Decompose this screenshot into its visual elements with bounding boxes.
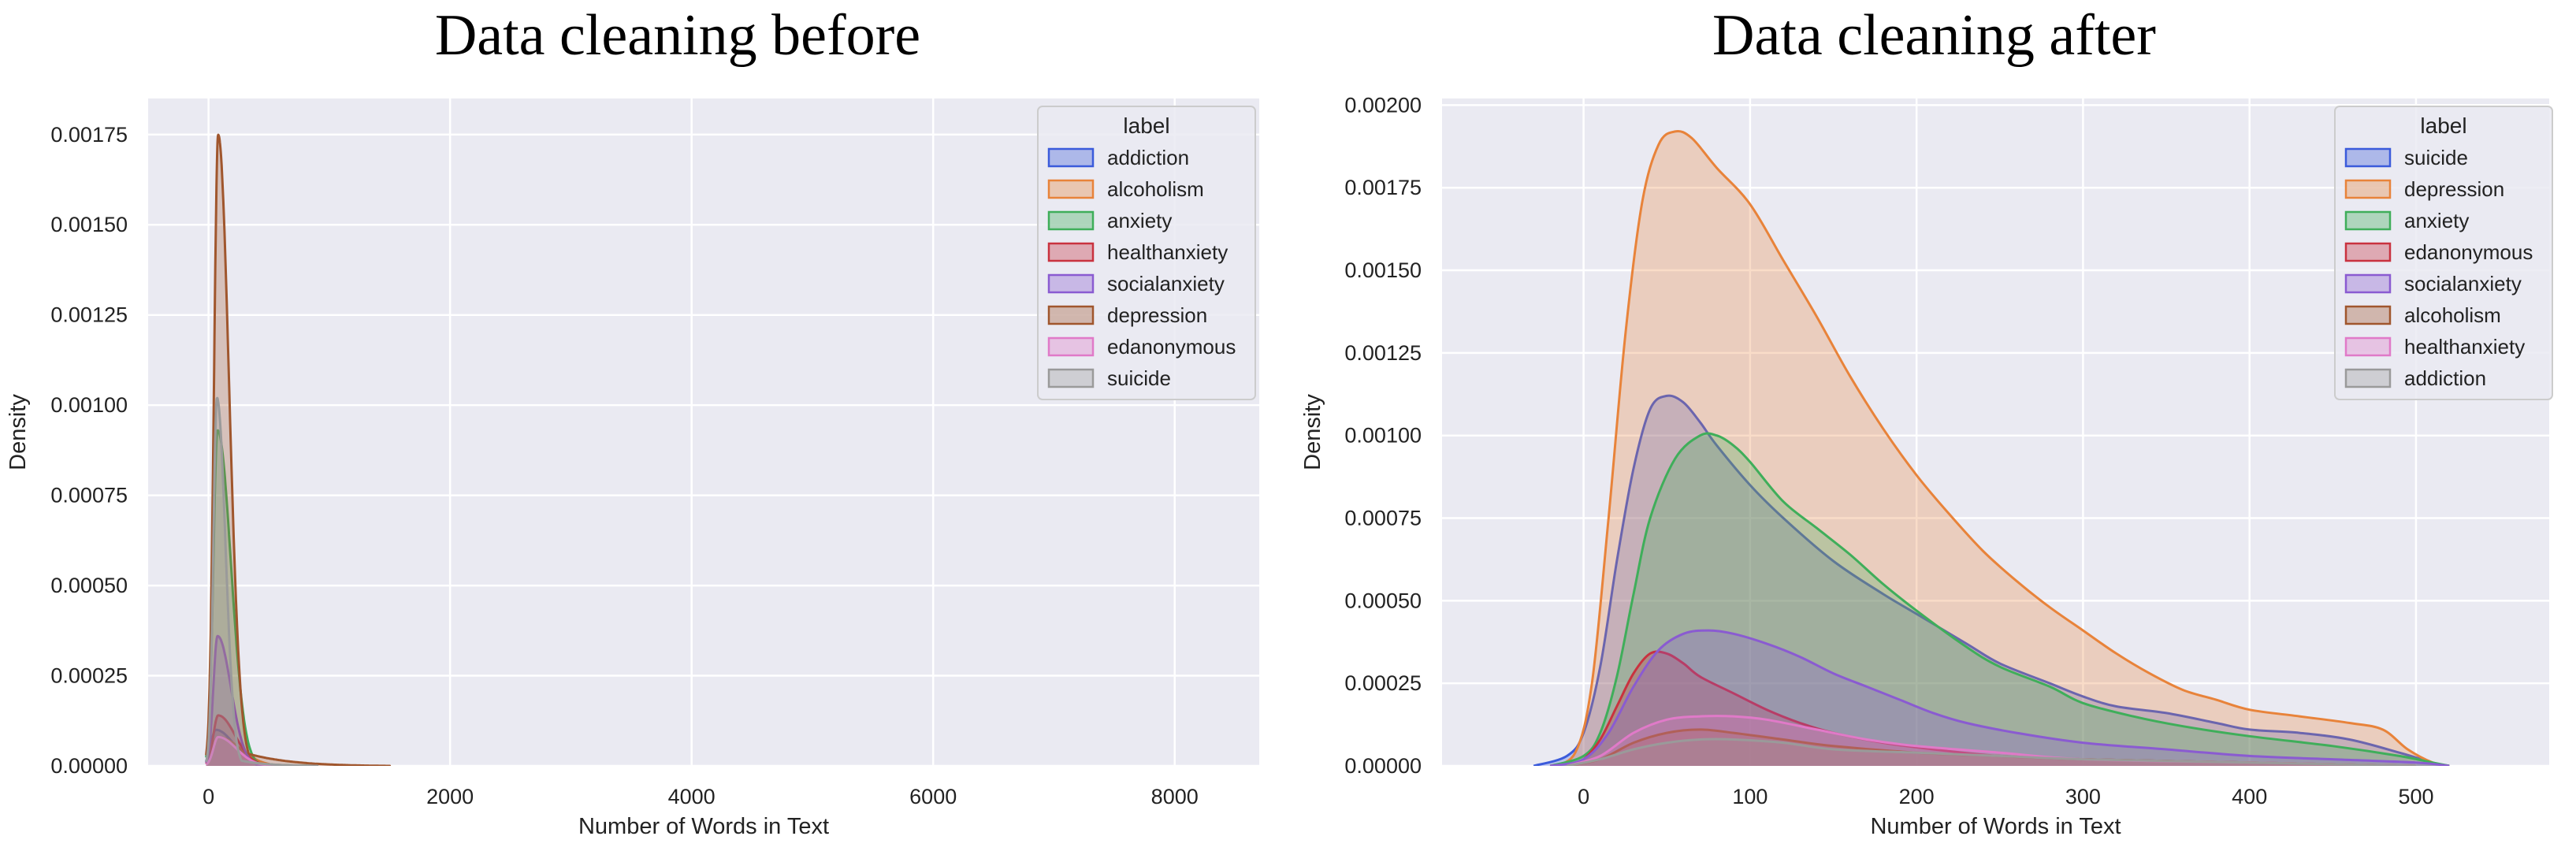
legend-label-healthanxiety: healthanxiety: [1107, 240, 1228, 264]
x-tick-label: 2000: [426, 785, 474, 808]
series-area-anxiety: [1550, 433, 2450, 766]
series-area-socialanxiety: [206, 636, 306, 766]
chart-title-right: Data cleaning after: [1712, 3, 2156, 68]
x-tick-label: 8000: [1151, 785, 1199, 808]
legend-swatch-anxiety: [1047, 210, 1095, 231]
legend: label addiction alcoholism anxiety healthanx…: [1037, 106, 1256, 400]
x-tick-label: 4000: [668, 785, 716, 808]
x-tick-label: 0: [203, 785, 214, 808]
series-area-alcoholism: [1567, 729, 2416, 766]
legend-swatch-depression: [2344, 179, 2392, 199]
x-tick-label: 500: [2398, 785, 2433, 808]
legend-title: label: [2420, 113, 2466, 138]
chart-title-left: Data cleaning before: [434, 3, 921, 68]
series-area-healthanxiety: [1567, 715, 2416, 766]
legend-swatch-suicide: [1047, 368, 1095, 388]
series-line-socialanxiety: [1550, 629, 2450, 766]
series-area-anxiety: [206, 430, 318, 766]
series-group: [1533, 130, 2450, 766]
legend-swatch-edanonymous: [2344, 242, 2392, 262]
legend-swatch-healthanxiety: [2344, 336, 2392, 357]
legend-label-anxiety: anxiety: [1107, 209, 1172, 232]
legend-swatch-alcoholism: [1047, 179, 1095, 199]
chart-panel-0: 0 2000 4000 6000 8000 0.00000 0.00025 0.00050 0.…: [6, 98, 1259, 839]
legend-label-edanonymous: edanonymous: [1107, 335, 1236, 359]
legend-label-suicide: suicide: [1107, 366, 1171, 390]
y-tick-label: 0.00100: [50, 393, 128, 417]
y-tick-label: 0.00175: [1344, 176, 1422, 199]
series-group: [205, 133, 392, 766]
x-tick-label: 6000: [909, 785, 957, 808]
legend-swatch-edanonymous: [1047, 336, 1095, 357]
legend-label-alcoholism: alcoholism: [2404, 303, 2501, 327]
legend-label-depression: depression: [2404, 177, 2504, 201]
series-line-suicide: [205, 396, 319, 766]
series-area-suicide: [1533, 396, 2450, 766]
y-tick-label: 0.00025: [50, 664, 128, 688]
y-tick-label: 0.00150: [1344, 258, 1422, 282]
y-tick-label: 0.00075: [50, 484, 128, 507]
y-tick-label: 0.00150: [50, 213, 128, 236]
legend: label suicide depression anxiety edanonymous…: [2334, 106, 2553, 400]
y-tick-label: 0.00200: [1344, 93, 1422, 117]
legend-swatch-socialanxiety: [1047, 273, 1095, 294]
y-tick-label: 0.00025: [1344, 671, 1422, 695]
series-area-depression: [206, 135, 390, 766]
legend-swatch-addiction: [2344, 368, 2392, 388]
series-line-addiction: [1567, 738, 2417, 766]
x-tick-label: 0: [1578, 785, 1589, 808]
x-axis-label: Number of Words in Text: [1870, 814, 2121, 839]
y-tick-label: 0.00000: [50, 754, 128, 778]
series-area-socialanxiety: [1550, 630, 2450, 766]
series-line-anxiety: [1549, 432, 2450, 766]
y-axis-label: Density: [6, 394, 31, 470]
y-axis-label: Density: [1300, 394, 1325, 470]
y-tick-label: 0.00050: [50, 574, 128, 597]
legend-label-alcoholism: alcoholism: [1107, 177, 1204, 201]
y-tick-label: 0.00125: [1344, 341, 1422, 365]
legend-swatch-addiction: [1047, 147, 1095, 168]
legend-swatch-suicide: [2344, 147, 2392, 168]
y-tick-label: 0.00050: [1344, 589, 1422, 612]
legend-label-socialanxiety: socialanxiety: [1107, 272, 1225, 295]
legend-title: label: [1123, 113, 1169, 138]
legend-label-addiction: addiction: [1107, 146, 1189, 169]
series-area-edanonymous: [206, 737, 281, 766]
legend-label-addiction: addiction: [2404, 366, 2486, 390]
series-line-depression: [205, 133, 392, 766]
y-tick-label: 0.00000: [1344, 754, 1422, 778]
series-line-depression: [1549, 130, 2450, 766]
legend-label-suicide: suicide: [2404, 146, 2468, 169]
y-tick-label: 0.00100: [1344, 424, 1422, 448]
x-tick-label: 200: [1899, 785, 1935, 808]
series-area-edanonymous: [1567, 651, 2416, 766]
series-area-addiction: [1567, 738, 2416, 766]
legend-label-edanonymous: edanonymous: [2404, 240, 2533, 264]
legend-label-depression: depression: [1107, 303, 1207, 327]
legend-swatch-healthanxiety: [1047, 242, 1095, 262]
legend-label-healthanxiety: healthanxiety: [2404, 335, 2525, 359]
legend-swatch-anxiety: [2344, 210, 2392, 231]
x-tick-label: 400: [2232, 785, 2267, 808]
legend-swatch-alcoholism: [2344, 305, 2392, 325]
series-area-depression: [1550, 131, 2450, 766]
x-tick-label: 300: [2065, 785, 2101, 808]
legend-label-socialanxiety: socialanxiety: [2404, 272, 2522, 295]
legend-swatch-socialanxiety: [2344, 273, 2392, 294]
y-tick-label: 0.00175: [50, 123, 128, 147]
series-area-suicide: [206, 398, 318, 766]
legend-swatch-depression: [1047, 305, 1095, 325]
chart-panel-1: 0 100 200 300 400 500 0.00000 0.00025 0.00050 0.0…: [1300, 93, 2553, 839]
y-tick-label: 0.00125: [50, 303, 128, 327]
series-area-healthanxiety: [206, 715, 293, 766]
legend-label-anxiety: anxiety: [2404, 209, 2469, 232]
y-tick-label: 0.00075: [1344, 507, 1422, 530]
x-axis-label: Number of Words in Text: [578, 814, 829, 839]
series-line-suicide: [1533, 394, 2450, 766]
x-tick-label: 100: [1732, 785, 1768, 808]
